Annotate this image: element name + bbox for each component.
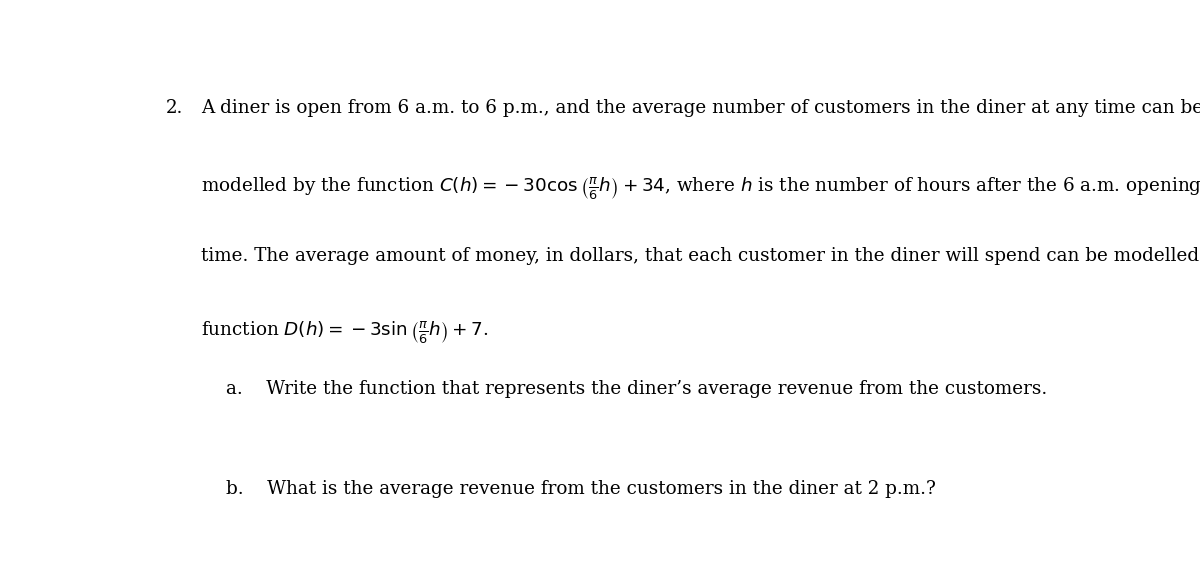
Text: modelled by the function $C(h) = -30\cos\left(\frac{\pi}{6}h\right) + 34$, where: modelled by the function $C(h) = -30\cos… — [202, 175, 1200, 202]
Text: time. The average amount of money, in dollars, that each customer in the diner w: time. The average amount of money, in do… — [202, 247, 1200, 265]
Text: A diner is open from 6 a.m. to 6 p.m., and the average number of customers in th: A diner is open from 6 a.m. to 6 p.m., a… — [202, 99, 1200, 117]
Text: function $D(h) = -3\sin\left(\frac{\pi}{6}h\right) + 7$.: function $D(h) = -3\sin\left(\frac{\pi}{… — [202, 319, 488, 345]
Text: b.    What is the average revenue from the customers in the diner at 2 p.m.?: b. What is the average revenue from the … — [227, 480, 936, 498]
Text: a.    Write the function that represents the diner’s average revenue from the cu: a. Write the function that represents th… — [227, 380, 1048, 398]
Text: 2.: 2. — [166, 99, 184, 117]
